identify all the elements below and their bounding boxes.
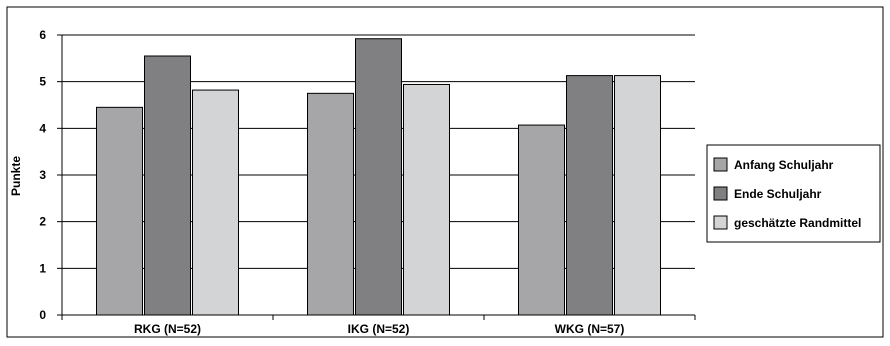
y-tick-labels: 0 1 2 3 4 5 6	[39, 28, 62, 322]
bar	[144, 55, 191, 316]
bar	[96, 106, 143, 316]
y-tick-label: 1	[39, 261, 46, 275]
legend-label: Anfang Schuljahr	[734, 158, 834, 172]
y-tick-label: 4	[39, 121, 46, 135]
y-tick-label: 3	[39, 168, 46, 182]
bar	[192, 89, 239, 316]
legend-swatch	[713, 215, 728, 230]
bars	[96, 38, 661, 316]
y-tick-label: 0	[39, 308, 46, 322]
x-category-label: IKG (N=52)	[348, 322, 410, 336]
y-axis-title: Punkte	[9, 156, 23, 196]
x-category-label: WKG (N=57)	[555, 322, 625, 336]
bar	[403, 83, 450, 316]
x-category-label: RKG (N=52)	[134, 322, 201, 336]
legend-swatch	[713, 186, 728, 201]
legend-label: Ende Schuljahr	[734, 187, 822, 201]
bar	[614, 75, 661, 316]
legend: Anfang Schuljahr Ende Schuljahr geschätzte…	[706, 144, 881, 243]
y-tick-label: 2	[39, 215, 46, 229]
bar	[355, 38, 402, 316]
x-category-labels: RKG (N=52) IKG (N=52) WKG (N=57)	[61, 315, 696, 336]
y-tick-label: 6	[39, 28, 46, 42]
bar	[566, 75, 613, 316]
bar	[307, 92, 354, 316]
bar	[518, 124, 565, 316]
legend-box	[706, 144, 881, 243]
y-tick-label: 5	[39, 75, 46, 89]
legend-label: geschätzte Randmittel	[734, 216, 861, 230]
legend-swatch	[713, 157, 728, 172]
